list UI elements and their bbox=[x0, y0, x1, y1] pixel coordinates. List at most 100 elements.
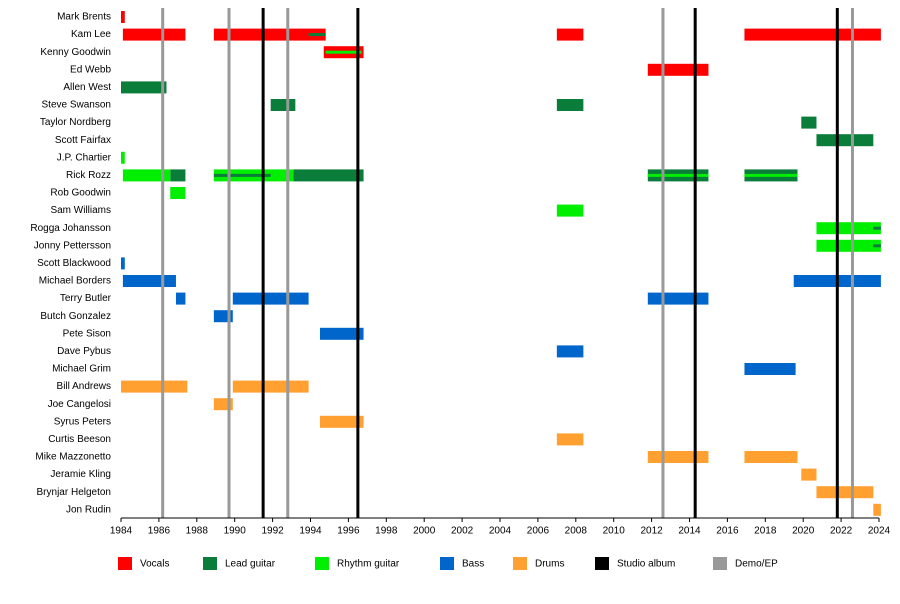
member-label: Rogga Johansson bbox=[30, 223, 111, 234]
x-tick-label: 1994 bbox=[299, 526, 322, 537]
role-bar bbox=[816, 222, 881, 235]
role-bar bbox=[873, 503, 881, 516]
role-bar bbox=[122, 169, 171, 182]
role-bar bbox=[556, 345, 584, 358]
legend-label: Demo/EP bbox=[735, 559, 778, 570]
role-bar bbox=[744, 363, 796, 375]
legend-label: Rhythm guitar bbox=[337, 559, 400, 570]
x-tick-label: 2002 bbox=[451, 526, 474, 537]
member-label: Jon Rudin bbox=[66, 504, 111, 515]
x-tick-label: 1984 bbox=[110, 526, 133, 537]
role-bar bbox=[801, 468, 817, 481]
member-label: Michael Grim bbox=[52, 364, 111, 375]
secondary-role-stripe bbox=[325, 50, 362, 54]
role-bar bbox=[293, 169, 364, 182]
member-label: Rick Rozz bbox=[66, 170, 111, 181]
role-bar bbox=[232, 380, 309, 393]
role-bar bbox=[556, 28, 584, 41]
x-tick-label: 2000 bbox=[413, 526, 436, 537]
member-label: Jonny Pettersson bbox=[34, 240, 111, 251]
role-bar bbox=[647, 451, 709, 463]
x-tick-label: 1996 bbox=[337, 526, 360, 537]
role-bar bbox=[122, 28, 186, 41]
member-label: Butch Gonzalez bbox=[40, 311, 111, 322]
role-bar bbox=[121, 11, 125, 23]
role-bar bbox=[213, 28, 326, 41]
role-bar bbox=[319, 327, 364, 340]
member-label: Syrus Peters bbox=[54, 416, 111, 427]
legend-label: Lead guitar bbox=[225, 559, 276, 570]
role-bar bbox=[556, 204, 584, 217]
x-tick-label: 2018 bbox=[754, 526, 777, 537]
legend-swatch bbox=[513, 557, 527, 570]
role-bar bbox=[744, 28, 881, 41]
role-bar bbox=[170, 169, 186, 182]
x-tick-label: 1988 bbox=[186, 526, 209, 537]
member-label: Terry Butler bbox=[60, 293, 112, 304]
secondary-role-stripe bbox=[744, 173, 798, 177]
legend-swatch bbox=[595, 557, 609, 570]
role-bar bbox=[175, 292, 186, 305]
secondary-role-stripe bbox=[873, 226, 881, 230]
legend-swatch bbox=[440, 557, 454, 570]
role-bar bbox=[816, 486, 874, 499]
member-label: Mike Mazzonetto bbox=[35, 452, 111, 463]
role-bar bbox=[122, 275, 176, 287]
legend-label: Drums bbox=[535, 559, 564, 570]
role-bar bbox=[270, 99, 296, 111]
role-bar bbox=[801, 116, 817, 129]
legend-label: Bass bbox=[462, 559, 484, 570]
x-tick-label: 1986 bbox=[148, 526, 171, 537]
member-label: Ed Webb bbox=[70, 64, 111, 75]
x-tick-label: 2016 bbox=[716, 526, 739, 537]
x-tick-label: 2010 bbox=[603, 526, 626, 537]
secondary-role-stripe bbox=[873, 244, 881, 248]
role-bar bbox=[170, 187, 186, 199]
legend-swatch bbox=[118, 557, 132, 570]
x-tick-label: 2020 bbox=[792, 526, 815, 537]
x-tick-label: 2012 bbox=[640, 526, 663, 537]
member-label: Kam Lee bbox=[71, 29, 111, 40]
member-label: Sam Williams bbox=[50, 205, 111, 216]
secondary-role-stripe bbox=[308, 33, 326, 37]
member-label: Kenny Goodwin bbox=[40, 47, 111, 58]
secondary-role-stripe bbox=[213, 173, 271, 177]
role-bar bbox=[121, 257, 125, 270]
member-label: Rob Goodwin bbox=[50, 188, 111, 199]
role-bar bbox=[319, 415, 364, 428]
member-label: Allen West bbox=[63, 82, 111, 93]
role-bar bbox=[647, 292, 709, 305]
role-bar bbox=[121, 151, 125, 164]
legend-label: Studio album bbox=[617, 559, 675, 570]
member-label: Brynjar Helgeton bbox=[37, 487, 111, 498]
secondary-role-stripe bbox=[647, 173, 709, 177]
member-label: Scott Fairfax bbox=[55, 135, 111, 146]
member-label: Scott Blackwood bbox=[37, 258, 111, 269]
x-tick-label: 2014 bbox=[678, 526, 701, 537]
member-label: Dave Pybus bbox=[57, 346, 111, 357]
legend-label: Vocals bbox=[140, 559, 169, 570]
member-label: Michael Borders bbox=[39, 276, 111, 287]
legend-swatch bbox=[203, 557, 217, 570]
role-bar bbox=[816, 239, 881, 252]
legend-swatch bbox=[315, 557, 329, 570]
role-bar bbox=[121, 380, 188, 393]
x-tick-label: 2006 bbox=[527, 526, 550, 537]
member-label: Jeramie Kling bbox=[50, 469, 111, 480]
member-label: Steve Swanson bbox=[42, 100, 112, 111]
role-bar bbox=[232, 292, 309, 305]
x-tick-label: 2004 bbox=[489, 526, 512, 537]
x-tick-label: 1998 bbox=[375, 526, 398, 537]
x-tick-label: 1990 bbox=[224, 526, 247, 537]
role-bar bbox=[744, 451, 798, 463]
role-bar bbox=[556, 99, 584, 111]
x-tick-label: 1992 bbox=[261, 526, 284, 537]
member-label: Joe Cangelosi bbox=[48, 399, 111, 410]
x-tick-label: 2024 bbox=[868, 526, 891, 537]
x-tick-label: 2022 bbox=[830, 526, 853, 537]
x-tick-label: 2008 bbox=[565, 526, 588, 537]
role-bar bbox=[121, 81, 167, 94]
role-bar bbox=[556, 433, 584, 446]
